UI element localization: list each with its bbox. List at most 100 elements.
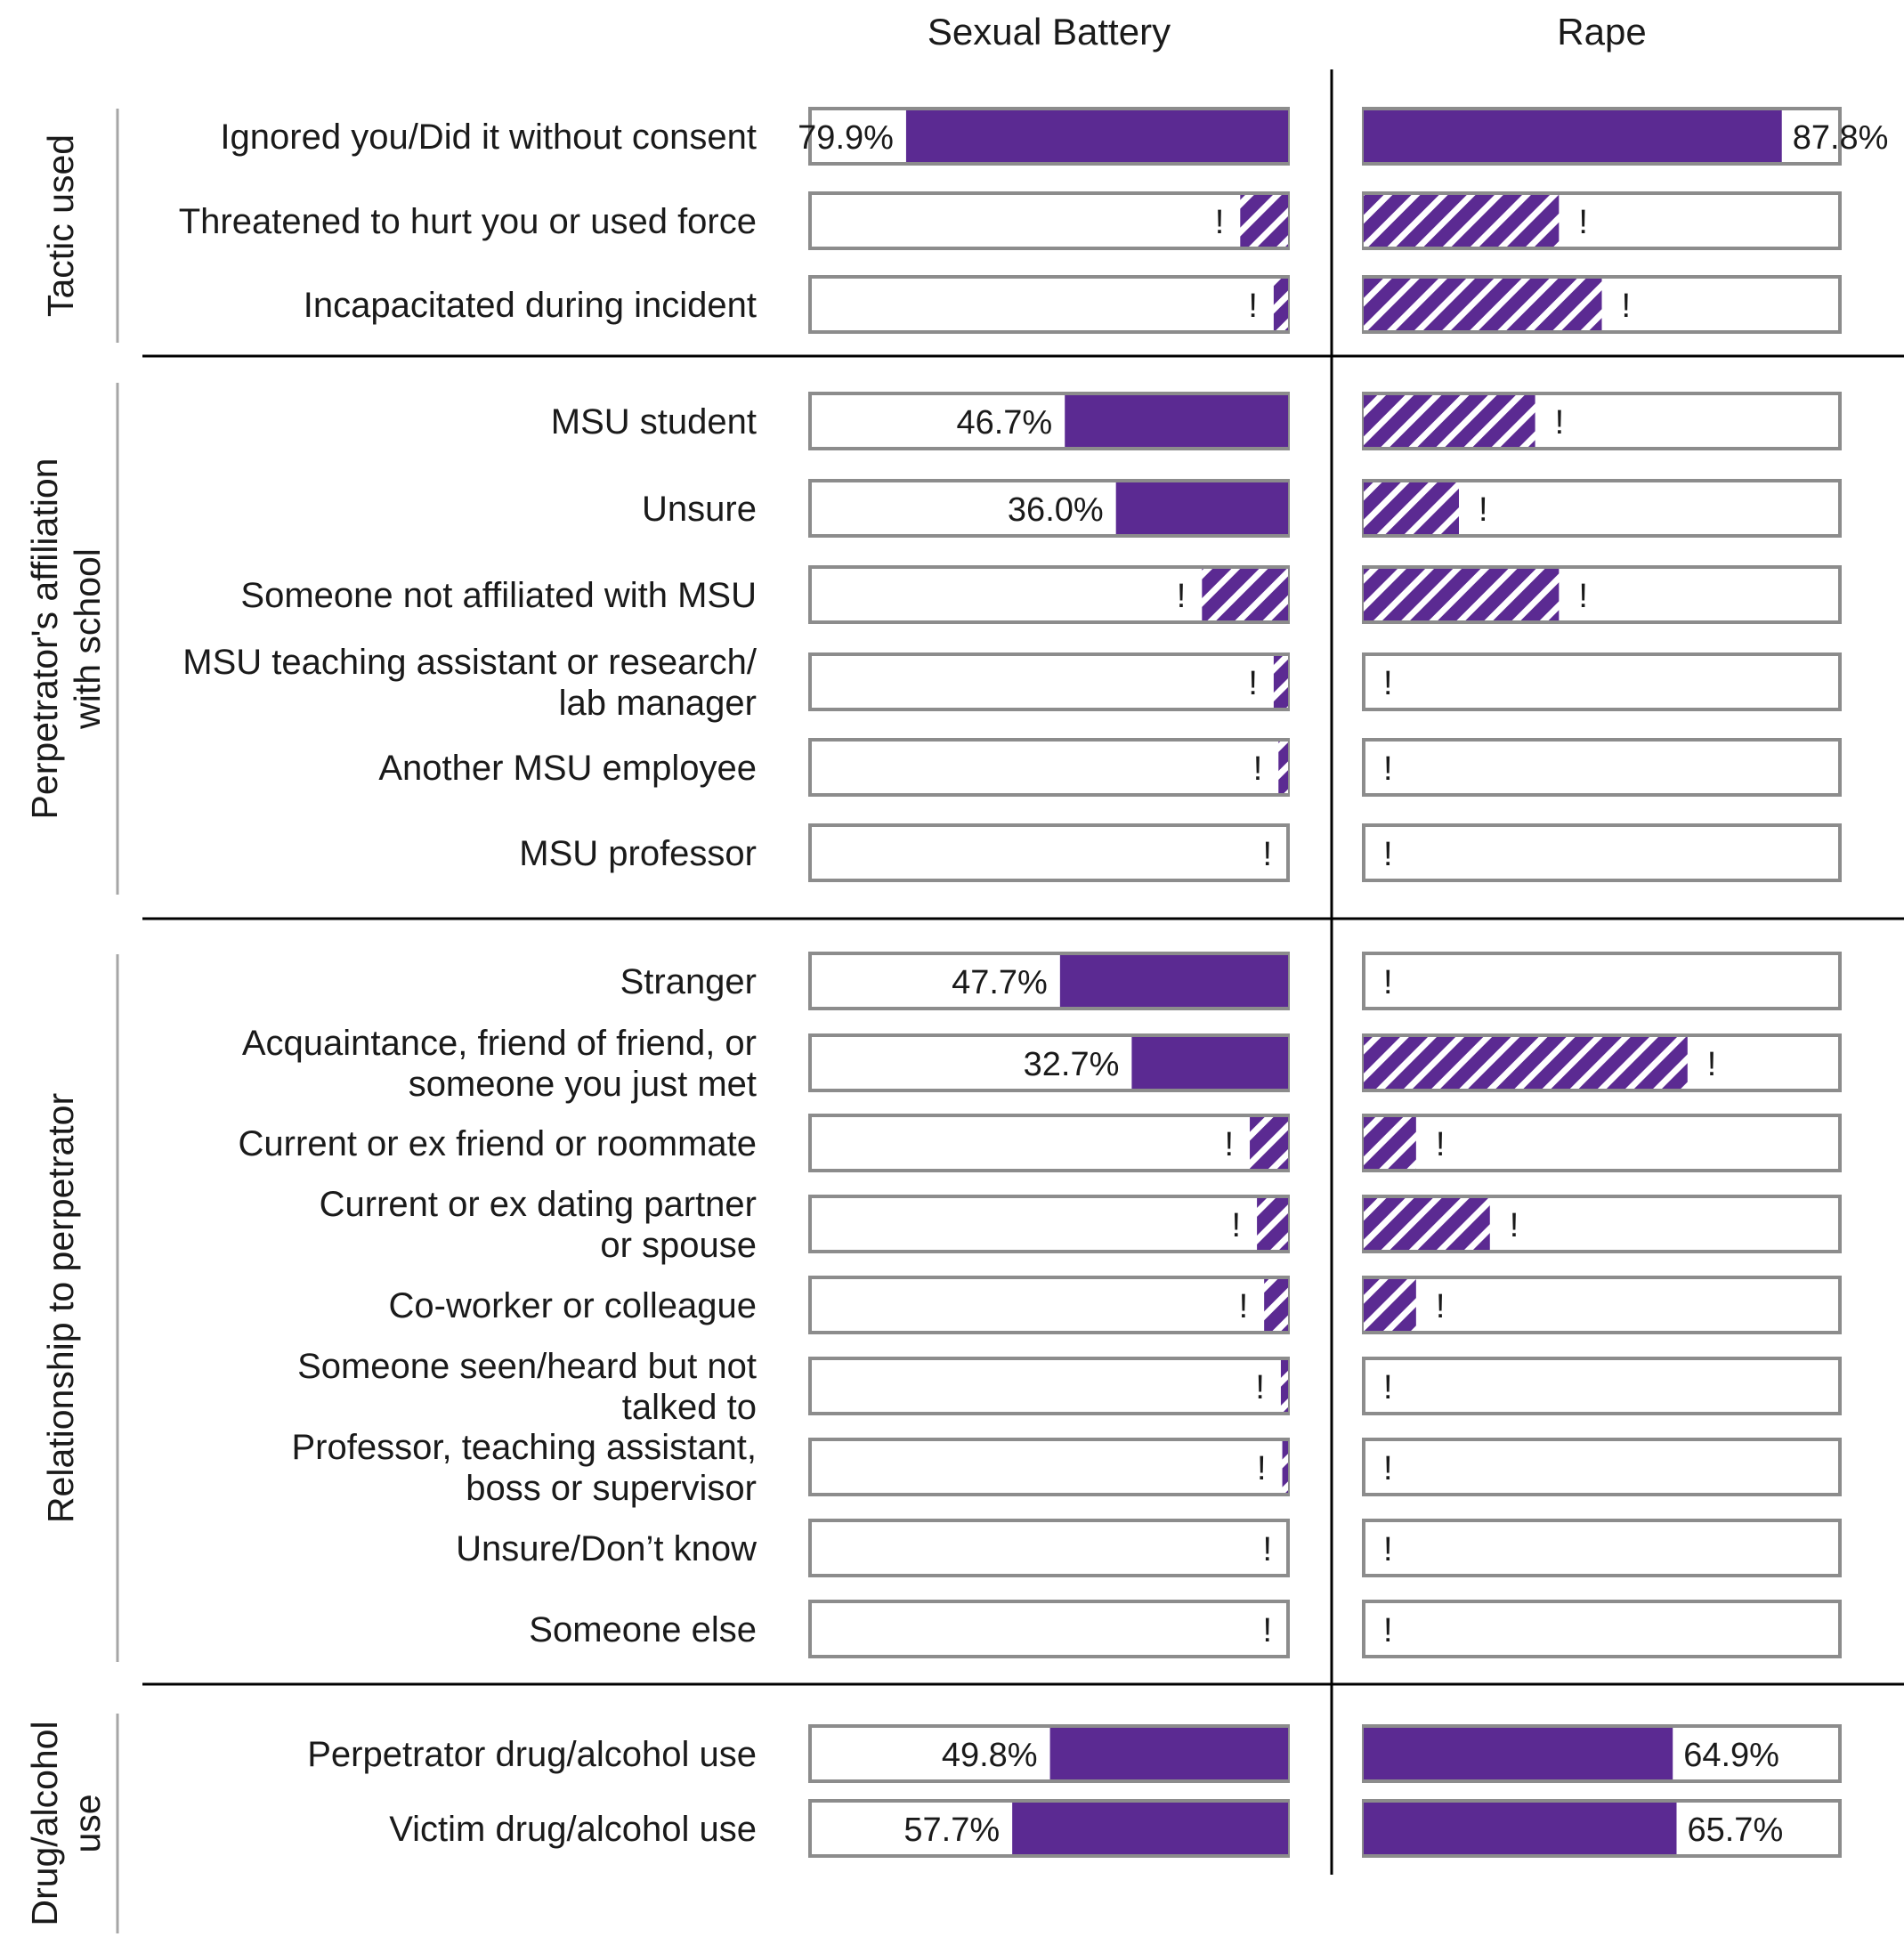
suppressed-marker: ! <box>1622 288 1632 325</box>
value-label: 36.0% <box>1008 491 1104 529</box>
bar <box>1240 195 1288 247</box>
row-label: Incapacitated during incident <box>304 286 757 325</box>
suppressed-marker: ! <box>1578 204 1588 241</box>
suppressed-marker: ! <box>1555 404 1565 442</box>
row-label: Someone not affiliated with MSU <box>240 576 757 615</box>
bar <box>1364 1037 1688 1089</box>
bar <box>1049 1728 1288 1779</box>
bar <box>1280 1360 1288 1412</box>
bar <box>1059 955 1288 1007</box>
bar <box>1282 1441 1288 1493</box>
value-label: 46.7% <box>956 404 1052 442</box>
suppressed-marker: ! <box>1232 1207 1242 1244</box>
row-label: Victim drug/alcohol use <box>389 1810 757 1849</box>
bar-track <box>1362 1519 1842 1577</box>
bar-track <box>808 652 1290 711</box>
suppressed-marker: ! <box>1262 1612 1272 1649</box>
bar-track <box>808 1438 1290 1496</box>
suppressed-marker: ! <box>1383 1450 1393 1487</box>
column-title: Sexual Battery <box>928 11 1171 53</box>
bar <box>1202 569 1288 620</box>
value-label: 79.9% <box>798 119 894 157</box>
row-label: Current or ex dating partner or spouse <box>320 1185 757 1265</box>
bar-track <box>1362 1357 1842 1415</box>
bar-track <box>808 1357 1290 1415</box>
row-label: Someone seen/heard but not talked to <box>297 1347 757 1427</box>
suppressed-marker: ! <box>1383 750 1393 788</box>
suppressed-marker: ! <box>1383 1531 1393 1568</box>
row-label: Perpetrator drug/alcohol use <box>307 1735 757 1774</box>
suppressed-marker: ! <box>1707 1046 1717 1083</box>
bar <box>1278 742 1288 793</box>
bar <box>1257 1198 1288 1250</box>
row-label: Threatened to hurt you or used force <box>179 202 757 241</box>
row-label: Current or ex friend or roommate <box>239 1124 757 1163</box>
suppressed-marker: ! <box>1248 288 1258 325</box>
suppressed-marker: ! <box>1248 665 1258 702</box>
suppressed-marker: ! <box>1383 836 1393 873</box>
suppressed-marker: ! <box>1383 1612 1393 1649</box>
bar <box>1364 1279 1416 1331</box>
value-label: 87.8% <box>1793 119 1889 157</box>
bar-track <box>1362 738 1842 797</box>
suppressed-marker: ! <box>1255 1369 1265 1406</box>
suppressed-marker: ! <box>1253 750 1263 788</box>
row-label: Another MSU employee <box>378 749 757 788</box>
suppressed-marker: ! <box>1510 1207 1519 1244</box>
suppressed-marker: ! <box>1262 836 1272 873</box>
suppressed-marker: ! <box>1383 1369 1393 1406</box>
bar-track <box>808 275 1290 334</box>
row-label: Professor, teaching assistant, boss or su… <box>292 1428 758 1508</box>
suppressed-marker: ! <box>1224 1126 1234 1163</box>
bar-track <box>1362 952 1842 1010</box>
suppressed-marker: ! <box>1257 1450 1267 1487</box>
bar-track <box>1362 1600 1842 1658</box>
bar <box>1264 1279 1288 1331</box>
bar <box>1364 195 1560 247</box>
bar <box>1364 395 1535 447</box>
bar <box>1065 395 1288 447</box>
column-title: Rape <box>1557 11 1646 53</box>
bar <box>1364 1198 1490 1250</box>
bar-track <box>1362 1438 1842 1496</box>
row-label: Unsure/Don’t know <box>456 1529 757 1568</box>
value-label: 57.7% <box>903 1811 1000 1849</box>
bar <box>1364 279 1602 330</box>
bar <box>1364 1803 1677 1854</box>
value-label: 47.7% <box>952 964 1048 1001</box>
bar-track <box>808 1195 1290 1253</box>
row-label: MSU teaching assistant or research/lab m… <box>182 643 758 723</box>
bar <box>1364 482 1459 534</box>
bar <box>905 110 1288 162</box>
value-label: 49.8% <box>942 1737 1038 1774</box>
row-label: Unsure <box>642 490 757 529</box>
bar <box>1273 279 1288 330</box>
bar-track <box>808 1519 1290 1577</box>
bar <box>1012 1803 1288 1854</box>
suppressed-marker: ! <box>1383 964 1393 1001</box>
bar-track <box>1362 652 1842 711</box>
bar <box>1364 1117 1416 1169</box>
bar-track <box>1362 1114 1842 1172</box>
row-label: Someone else <box>529 1610 757 1649</box>
value-label: 64.9% <box>1683 1737 1779 1774</box>
suppressed-marker: ! <box>1479 491 1488 529</box>
bar <box>1250 1117 1288 1169</box>
group-label: Drug/alcoholuse <box>24 1721 108 1925</box>
suppressed-marker: ! <box>1177 578 1187 615</box>
row-label: Co-worker or colleague <box>388 1286 757 1325</box>
suppressed-marker: ! <box>1578 578 1588 615</box>
group-label: Relationship to perpetrator <box>40 1093 81 1523</box>
suppressed-marker: ! <box>1239 1288 1249 1325</box>
group-label: Perpetrator's affiliationwith school <box>24 458 108 820</box>
bar-track <box>808 1600 1290 1658</box>
bar <box>1131 1037 1288 1089</box>
bar-track <box>808 738 1290 797</box>
row-label: Stranger <box>620 962 757 1001</box>
suppressed-marker: ! <box>1262 1531 1272 1568</box>
value-label: 65.7% <box>1687 1811 1783 1849</box>
row-label: MSU professor <box>519 834 757 873</box>
suppressed-marker: ! <box>1215 204 1225 241</box>
row-label: Acquaintance, friend of friend, or someon… <box>242 1024 757 1104</box>
